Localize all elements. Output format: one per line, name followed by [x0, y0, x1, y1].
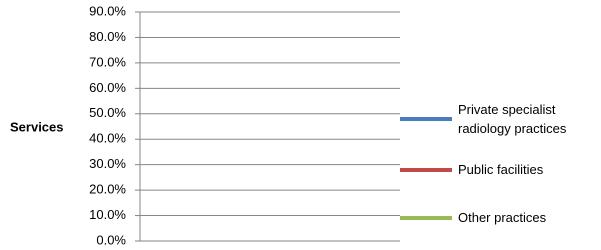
y-tick-label: 90.0% [89, 3, 126, 18]
y-tick-label: 30.0% [89, 156, 126, 171]
legend-label: Public facilities [458, 162, 544, 177]
y-tick-label: 10.0% [89, 207, 126, 222]
legend-item: Other practices [400, 208, 601, 227]
y-tick-label: 60.0% [89, 80, 126, 95]
legend-label: Other practices [458, 210, 547, 225]
y-tick-label: 80.0% [89, 29, 126, 44]
legend-swatch [400, 167, 452, 172]
legend-item: Private specialist radiology practices [400, 100, 601, 138]
y-axis-title: Services [10, 119, 64, 134]
legend-item: Public facilities [400, 160, 601, 179]
legend-swatch [400, 215, 452, 220]
y-tick-label: 70.0% [89, 54, 126, 69]
y-tick-label: 50.0% [89, 105, 126, 120]
y-tick-label: 0.0% [96, 232, 126, 247]
y-tick-label: 40.0% [89, 131, 126, 146]
legend-label: Private specialist radiology practices [458, 102, 567, 136]
y-tick-label: 20.0% [89, 182, 126, 197]
legend-swatch [400, 117, 452, 121]
